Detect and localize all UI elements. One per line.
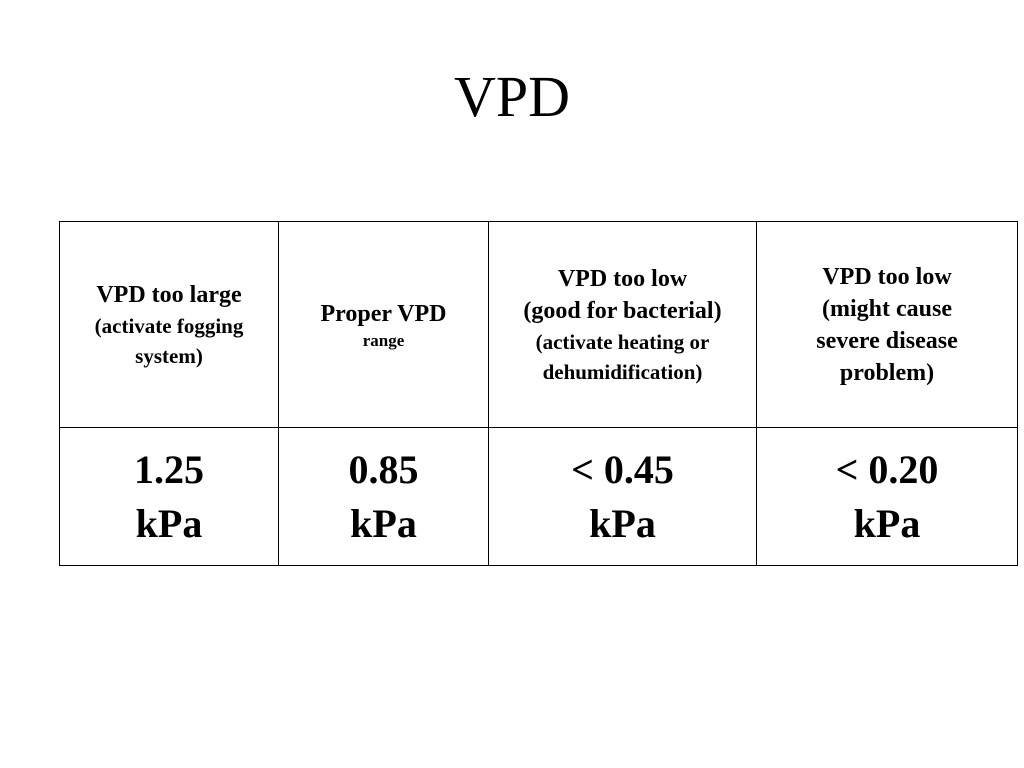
header-line: VPD too low (822, 263, 952, 290)
header-cell-vpd-too-low-disease: VPD too low (might cause severe disease … (756, 221, 1018, 428)
slide-title: VPD (453, 64, 571, 129)
header-line: dehumidification) (542, 359, 703, 384)
header-line: (might cause (822, 295, 952, 322)
value-number: 1.25 (134, 446, 204, 492)
header-cell-proper-vpd: Proper VPD range (278, 221, 489, 428)
value-number: < 0.20 (835, 446, 939, 492)
header-cell-vpd-too-low-bacterial: VPD too low (good for bacterial) (activa… (488, 221, 757, 428)
header-line: VPD too low (557, 265, 688, 292)
value-number: < 0.45 (571, 446, 674, 492)
value-cell-too-low-bacterial: < 0.45 kPa (488, 427, 757, 566)
header-line: (activate heating or (535, 329, 710, 354)
value-unit: kPa (853, 500, 921, 546)
value-row: 1.25 kPa 0.85 kPa < 0.45 kPa < 0.20 kPa (59, 427, 1018, 566)
header-line: range (362, 330, 405, 350)
header-row: VPD too large (activate fogging system) … (59, 221, 1018, 428)
value-unit: kPa (350, 500, 417, 546)
header-line: VPD too large (96, 281, 242, 308)
value-unit: kPa (135, 500, 203, 546)
header-cell-vpd-too-large: VPD too large (activate fogging system) (59, 221, 279, 428)
value-cell-too-large: 1.25 kPa (59, 427, 279, 566)
value-unit: kPa (589, 500, 656, 546)
header-line: (activate fogging (94, 313, 244, 338)
header-line: system) (135, 343, 203, 368)
header-line: severe disease (816, 327, 958, 354)
vpd-table: VPD too large (activate fogging system) … (59, 221, 1018, 566)
value-cell-too-low-disease: < 0.20 kPa (756, 427, 1018, 566)
header-line: Proper VPD (320, 300, 447, 327)
header-line: (good for bacterial) (523, 297, 722, 324)
value-cell-proper: 0.85 kPa (278, 427, 489, 566)
value-number: 0.85 (348, 446, 419, 492)
header-line: problem) (839, 359, 935, 386)
